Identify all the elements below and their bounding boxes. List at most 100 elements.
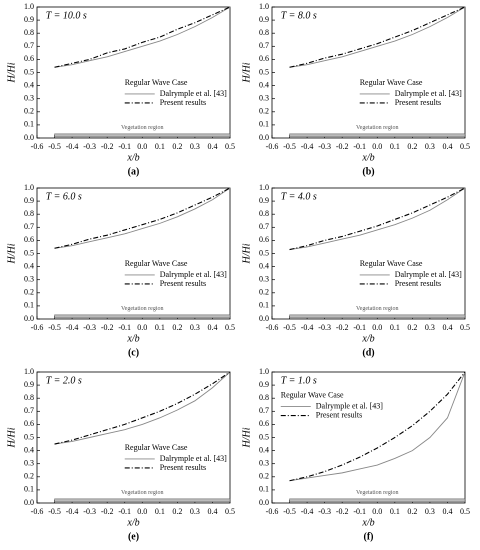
x-tick-label: -0.1	[353, 142, 366, 151]
y-tick-label: 0.6	[24, 419, 34, 428]
panel-label: (a)	[128, 166, 140, 177]
y-tick-label: 0.2	[259, 288, 269, 297]
x-tick-label: -0.2	[336, 507, 349, 516]
x-tick-label: 0.0	[137, 507, 147, 516]
y-tick-label: 0.1	[259, 120, 269, 129]
x-tick-label: 0.5	[460, 142, 470, 151]
annotation: T = 2.0 s	[46, 375, 82, 386]
series-line	[289, 6, 466, 68]
y-axis-label: H/Hi	[6, 427, 17, 448]
y-tick-label: 0.6	[259, 54, 269, 63]
x-tick-label: 0.2	[172, 507, 182, 516]
legend-title: Regular Wave Case	[125, 443, 188, 452]
y-tick-label: 0.1	[259, 485, 269, 494]
y-tick-label: 0.0	[24, 314, 34, 323]
x-tick-label: 0.5	[225, 142, 235, 151]
x-tick-label: 0.0	[372, 142, 382, 151]
y-tick-label: 0.0	[24, 133, 34, 142]
x-tick-label: -0.5	[48, 507, 61, 516]
x-tick-label: 0.3	[425, 323, 435, 332]
y-tick-label: 0.4	[24, 261, 34, 270]
x-tick-label: 0.5	[460, 323, 470, 332]
y-tick-label: 0.1	[24, 120, 34, 129]
y-tick-label: 0.8	[24, 393, 34, 402]
x-tick-label: -0.6	[266, 323, 279, 332]
vegetation-region	[54, 133, 231, 138]
legend-label: Dalrymple et al. [43]	[316, 401, 383, 410]
x-tick-label: 0.1	[390, 142, 400, 151]
vegetation-label: Vegetation region	[356, 490, 399, 496]
legend-title: Regular Wave Case	[360, 259, 423, 268]
annotation: T = 4.0 s	[281, 191, 317, 202]
x-tick-label: -0.4	[66, 142, 79, 151]
x-axis-label: x/b	[361, 152, 374, 163]
x-tick-label: -0.3	[318, 507, 331, 516]
y-tick-label: 0.3	[24, 459, 34, 468]
annotation: T = 8.0 s	[281, 10, 317, 21]
x-tick-label: 0.4	[207, 323, 217, 332]
y-axis-label: H/Hi	[6, 243, 17, 264]
legend-label: Dalrymple et al. [43]	[160, 270, 227, 279]
x-tick-label: -0.1	[118, 142, 131, 151]
x-tick-label: -0.1	[118, 507, 131, 516]
y-tick-label: 0.2	[259, 107, 269, 116]
y-tick-label: 0.2	[24, 288, 34, 297]
y-tick-label: 0.6	[259, 419, 269, 428]
x-tick-label: -0.6	[266, 507, 279, 516]
y-tick-label: 0.8	[259, 393, 269, 402]
panel-label: (e)	[128, 531, 139, 542]
y-tick-label: 0.3	[259, 275, 269, 284]
x-tick-label: -0.5	[283, 507, 296, 516]
x-tick-label: 0.3	[190, 507, 200, 516]
x-tick-label: 0.2	[407, 142, 417, 151]
legend-label: Present results	[160, 279, 206, 288]
series-line	[289, 371, 466, 482]
x-tick-label: 0.3	[425, 142, 435, 151]
x-tick-label: 0.1	[155, 507, 165, 516]
plot-frame	[271, 6, 466, 139]
y-tick-label: 0.4	[24, 445, 34, 454]
y-tick-label: 0.8	[24, 209, 34, 218]
x-axis-label: x/b	[126, 517, 139, 528]
x-tick-label: 0.4	[207, 507, 217, 516]
x-tick-label: -0.5	[48, 142, 61, 151]
x-axis-label: x/b	[126, 152, 139, 163]
x-tick-label: -0.3	[318, 142, 331, 151]
x-tick-label: 0.5	[225, 323, 235, 332]
y-tick-label: 0.2	[24, 107, 34, 116]
vegetation-region	[289, 498, 466, 503]
legend-label: Dalrymple et al. [43]	[160, 454, 227, 463]
x-tick-label: 0.0	[372, 323, 382, 332]
panel-label: (c)	[128, 347, 139, 358]
y-tick-label: 0.3	[24, 275, 34, 284]
x-tick-label: 0.2	[172, 323, 182, 332]
x-tick-label: -0.4	[66, 507, 79, 516]
x-tick-label: -0.6	[266, 142, 279, 151]
y-tick-label: 0.8	[24, 28, 34, 37]
legend-title: Regular Wave Case	[125, 78, 188, 87]
y-tick-label: 0.7	[259, 406, 269, 415]
y-tick-label: 0.9	[24, 15, 34, 24]
x-tick-label: -0.4	[301, 142, 314, 151]
x-tick-label: -0.1	[118, 323, 131, 332]
y-tick-label: 0.4	[24, 80, 34, 89]
y-tick-label: 0.2	[24, 472, 34, 481]
x-tick-label: 0.0	[137, 323, 147, 332]
series-line	[54, 371, 231, 445]
legend-label: Present results	[395, 279, 441, 288]
y-tick-label: 1.0	[24, 2, 34, 11]
y-tick-label: 0.4	[259, 261, 269, 270]
series-line	[54, 6, 231, 68]
x-tick-label: -0.5	[283, 142, 296, 151]
y-tick-label: 0.3	[259, 459, 269, 468]
y-tick-label: 0.0	[24, 498, 34, 507]
series-line	[289, 6, 466, 68]
x-tick-label: -0.2	[336, 323, 349, 332]
y-tick-label: 0.7	[24, 41, 34, 50]
panel-label: (f)	[364, 531, 374, 542]
y-tick-label: 0.9	[259, 15, 269, 24]
x-tick-label: 0.1	[155, 142, 165, 151]
y-tick-label: 0.8	[259, 28, 269, 37]
x-tick-label: -0.6	[31, 142, 44, 151]
